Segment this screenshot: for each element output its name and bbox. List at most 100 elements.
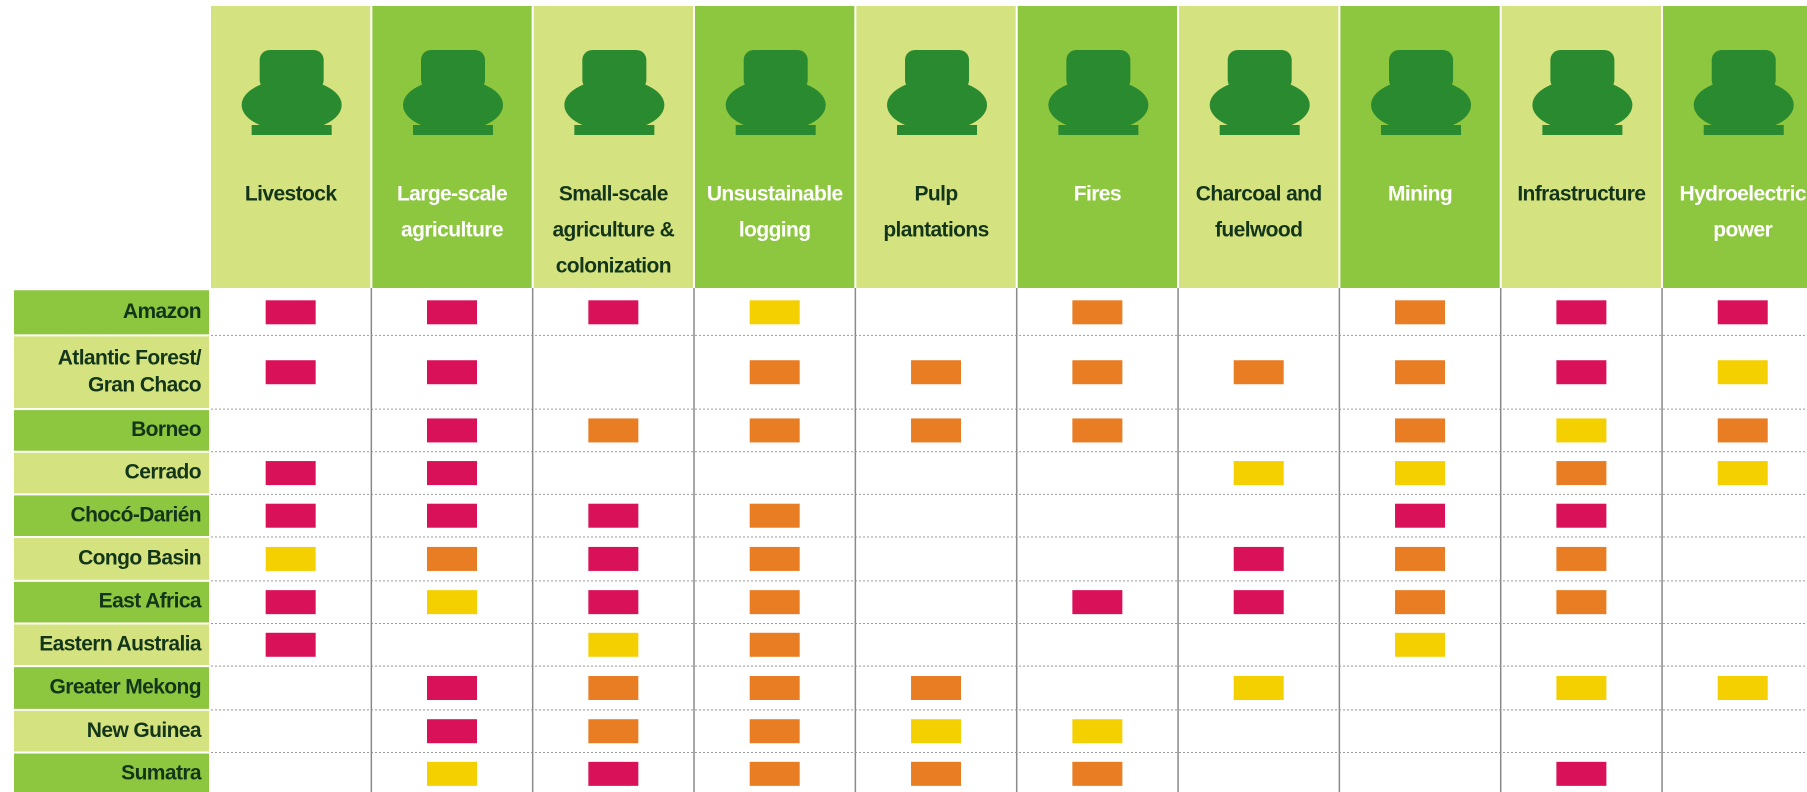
row-label: Gran Chaco: [88, 373, 201, 396]
row-label: Chocó-Darién: [71, 503, 201, 526]
row-header: [14, 667, 209, 709]
row-header: [14, 336, 209, 409]
column-icon: [241, 50, 342, 135]
icon-shape: [735, 125, 816, 135]
column-label: agriculture &: [552, 219, 674, 242]
column-header: [372, 6, 532, 288]
icon-shape: [1209, 79, 1310, 131]
severity-cell: [1556, 300, 1607, 325]
severity-cell: [1395, 461, 1446, 486]
severity-cell: [1233, 675, 1284, 700]
severity-cell: [911, 761, 962, 786]
icon-shape: [1550, 50, 1615, 90]
severity-cell: [265, 503, 316, 528]
severity-cell: [427, 461, 478, 486]
row-header: [14, 410, 209, 451]
severity-cell: [588, 590, 639, 615]
severity-cell: [911, 719, 962, 744]
severity-cell: [427, 503, 478, 528]
column-icon: [1693, 50, 1794, 135]
column-label: agriculture: [401, 219, 503, 242]
severity-cell: [588, 503, 639, 528]
column-label: Hydroelectric: [1680, 183, 1807, 206]
column-header: [1017, 6, 1178, 288]
icon-shape: [574, 125, 655, 135]
column-label: fuelwood: [1215, 219, 1302, 242]
severity-cell: [1072, 590, 1123, 615]
severity-cell: [1556, 675, 1607, 700]
row-label: Atlantic Forest/: [58, 346, 202, 369]
row-label: Borneo: [131, 418, 201, 441]
severity-cell: [1556, 360, 1607, 385]
row-header: [14, 495, 209, 537]
column-header: [211, 6, 371, 288]
severity-cell: [1717, 418, 1768, 443]
column-label: Unsustainable: [707, 183, 843, 206]
row-label: Greater Mekong: [50, 676, 201, 699]
column-icon: [887, 50, 988, 135]
severity-cell: [1556, 546, 1607, 571]
row-label: New Guinea: [87, 719, 202, 742]
severity-cell: [1717, 360, 1768, 385]
severity-cell: [427, 761, 478, 786]
severity-cell: [1395, 546, 1446, 571]
severity-cell: [427, 590, 478, 615]
column-label: Infrastructure: [1517, 183, 1645, 206]
column-label: Small-scale: [559, 183, 668, 206]
severity-cell: [1072, 761, 1123, 786]
icon-shape: [1048, 79, 1149, 131]
icon-shape: [1058, 125, 1139, 135]
severity-cell: [588, 719, 639, 744]
column-label: Fires: [1074, 183, 1121, 206]
severity-cell: [911, 675, 962, 700]
severity-cell: [749, 675, 800, 700]
severity-cell: [427, 675, 478, 700]
severity-cell: [1072, 418, 1123, 443]
icon-shape: [259, 50, 324, 90]
severity-cell: [749, 546, 800, 571]
severity-cell: [1395, 632, 1446, 657]
severity-cell: [911, 360, 962, 385]
row-label: East Africa: [99, 590, 202, 613]
severity-cell: [749, 719, 800, 744]
column-label: colonization: [556, 255, 671, 278]
severity-cell: [1717, 675, 1768, 700]
severity-cell: [749, 590, 800, 615]
severity-cell: [749, 761, 800, 786]
severity-cell: [427, 360, 478, 385]
severity-cell: [265, 360, 316, 385]
severity-cell: [1395, 590, 1446, 615]
column-icon: [564, 50, 665, 135]
column-header: [533, 6, 694, 288]
icon-shape: [1542, 125, 1623, 135]
row-label: Amazon: [123, 300, 201, 323]
icon-shape: [1219, 125, 1300, 135]
severity-cell: [1072, 300, 1123, 325]
severity-cell: [1233, 546, 1284, 571]
severity-cell: [1072, 360, 1123, 385]
icon-shape: [1371, 79, 1472, 131]
column-icon: [1532, 50, 1633, 135]
severity-cell: [1395, 503, 1446, 528]
severity-cell: [749, 503, 800, 528]
severity-cell: [588, 418, 639, 443]
severity-cell: [749, 418, 800, 443]
severity-cell: [1395, 418, 1446, 443]
severity-cell: [1072, 719, 1123, 744]
row-header: [14, 710, 209, 752]
icon-shape: [251, 125, 332, 135]
severity-cell: [588, 300, 639, 325]
severity-cell: [588, 632, 639, 657]
severity-cell: [1556, 461, 1607, 486]
severity-cell: [265, 300, 316, 325]
row-header: [14, 624, 209, 666]
icon-shape: [1703, 125, 1784, 135]
severity-cell: [749, 300, 800, 325]
severity-cell: [1395, 360, 1446, 385]
row-header: [14, 538, 209, 580]
severity-cell: [1556, 503, 1607, 528]
column-header: [856, 6, 1016, 288]
severity-cell: [427, 719, 478, 744]
severity-cell: [749, 632, 800, 657]
icon-shape: [905, 50, 970, 90]
